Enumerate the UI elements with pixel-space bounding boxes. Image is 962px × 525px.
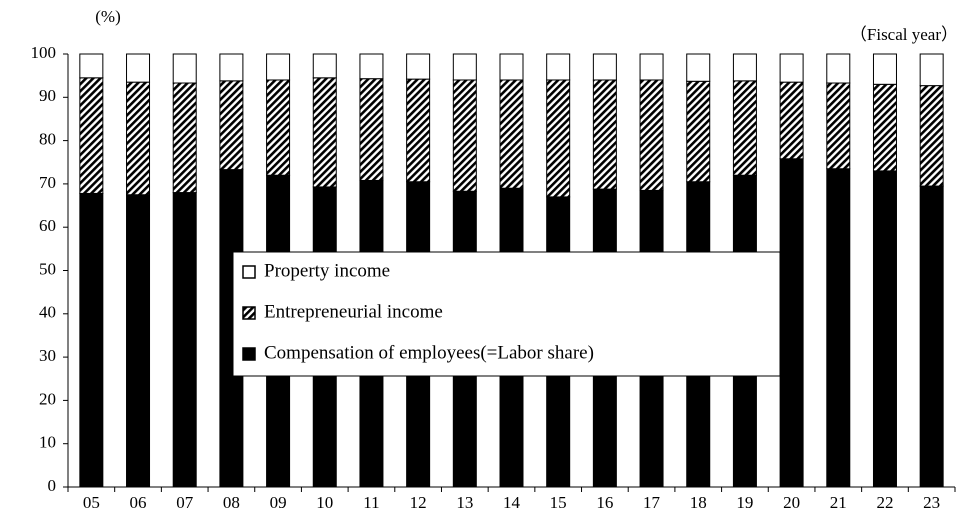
bar-segment — [79, 192, 104, 488]
x-tick-label: 05 — [83, 493, 100, 512]
bar-segment — [79, 53, 104, 79]
bar-segment — [126, 194, 151, 488]
bar-segment — [732, 80, 757, 176]
bar-segment — [872, 170, 897, 488]
y-tick-label: 70 — [39, 173, 56, 192]
x-axis-label: （Fiscal year） — [850, 25, 958, 44]
bar-segment — [359, 78, 384, 181]
bar-segment — [546, 79, 571, 198]
legend-box — [232, 251, 781, 377]
y-axis-label: (%) — [95, 7, 120, 26]
legend: Compensation of employees(=Labor share) E… — [232, 251, 781, 377]
bar-segment — [219, 80, 244, 171]
x-tick-label: 09 — [270, 493, 287, 512]
bar-segment — [919, 53, 944, 87]
bar-segment — [826, 168, 851, 488]
bar-segment — [779, 53, 804, 83]
y-tick-label: 0 — [48, 476, 57, 495]
y-tick-label: 50 — [39, 259, 56, 278]
legend-swatch — [242, 306, 256, 320]
x-tick-label: 07 — [176, 493, 194, 512]
x-tick-label: 15 — [550, 493, 567, 512]
bar-segment — [639, 53, 664, 81]
bar-segment — [172, 82, 197, 194]
bar-segment — [872, 53, 897, 85]
legend-swatch — [242, 347, 256, 361]
legend-label: Property income — [264, 260, 390, 281]
bar-segment — [872, 83, 897, 172]
bar-segment — [592, 53, 617, 81]
x-tick-label: 10 — [316, 493, 333, 512]
legend-swatch — [242, 265, 256, 279]
bar-segment — [919, 85, 944, 187]
x-tick-label: 08 — [223, 493, 240, 512]
bar-segment — [172, 53, 197, 84]
bar-segment — [499, 79, 524, 189]
x-tick-label: 23 — [923, 493, 940, 512]
x-tick-label: 16 — [596, 493, 613, 512]
bar-segment — [779, 158, 804, 488]
y-tick-label: 80 — [39, 130, 56, 149]
y-tick-label: 60 — [39, 216, 56, 235]
x-tick-label: 06 — [130, 493, 147, 512]
bar-segment — [266, 79, 291, 176]
bar-segment — [406, 53, 431, 80]
bar-segment — [919, 185, 944, 488]
y-tick-label: 40 — [39, 303, 56, 322]
bar-segment — [126, 81, 151, 196]
bar-segment — [826, 82, 851, 170]
bar-segment — [452, 79, 477, 192]
bar-segment — [686, 80, 711, 183]
x-tick-label: 18 — [690, 493, 707, 512]
x-tick-label: 12 — [410, 493, 427, 512]
y-tick-label: 100 — [31, 43, 57, 62]
x-tick-label: 17 — [643, 493, 661, 512]
x-tick-label: 13 — [456, 493, 473, 512]
bar-segment — [312, 53, 337, 79]
bar-segment — [639, 79, 664, 191]
bar-segment — [826, 53, 851, 84]
bar-segment — [546, 53, 571, 81]
bar-segment — [126, 53, 151, 83]
y-tick-label: 30 — [39, 346, 56, 365]
bar-segment — [732, 53, 757, 82]
bar-segment — [266, 53, 291, 81]
y-tick-label: 10 — [39, 433, 56, 452]
x-tick-label: 22 — [876, 493, 893, 512]
bar-segment — [79, 77, 104, 194]
bar-segment — [499, 53, 524, 81]
bar-segment — [172, 192, 197, 488]
y-tick-label: 90 — [39, 86, 56, 105]
bar-segment — [686, 53, 711, 82]
x-tick-label: 21 — [830, 493, 847, 512]
x-tick-label: 20 — [783, 493, 800, 512]
legend-label: Entrepreneurial income — [264, 301, 443, 322]
bar-segment — [359, 53, 384, 80]
x-tick-label: 14 — [503, 493, 521, 512]
legend-label: Compensation of employees(=Labor share) — [264, 342, 594, 363]
bar-segment — [312, 77, 337, 188]
y-tick-label: 20 — [39, 389, 56, 408]
bar-segment — [592, 79, 617, 190]
bar-segment — [406, 78, 431, 183]
x-tick-label: 11 — [363, 493, 379, 512]
bar-segment — [219, 53, 244, 82]
x-tick-label: 19 — [736, 493, 753, 512]
bar-segment — [779, 81, 804, 160]
bar-segment — [452, 53, 477, 81]
